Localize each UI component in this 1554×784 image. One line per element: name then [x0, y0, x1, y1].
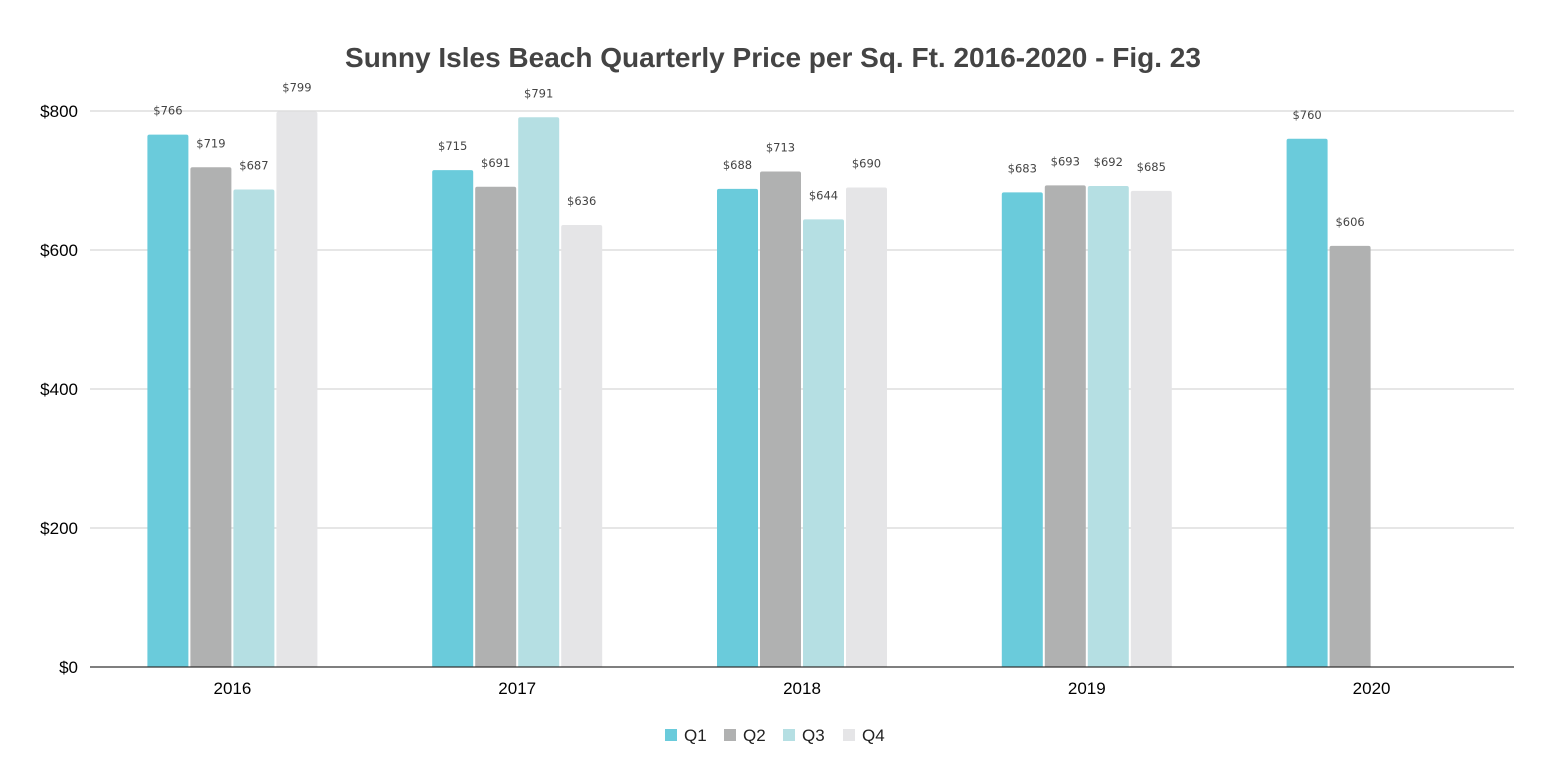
data-label: $715	[438, 139, 467, 153]
data-label: $644	[809, 188, 838, 202]
y-tick-label: $200	[40, 519, 78, 538]
data-label: $683	[1008, 161, 1037, 175]
x-tick-label: 2016	[213, 679, 251, 698]
legend-label: Q2	[743, 726, 766, 745]
y-tick-label: $600	[40, 241, 78, 260]
legend-swatch	[724, 729, 736, 741]
legend-swatch	[665, 729, 677, 741]
legend-label: Q1	[684, 726, 707, 745]
data-label: $688	[723, 158, 752, 172]
data-label: $693	[1051, 154, 1080, 168]
bar-q3-2018	[803, 219, 844, 668]
y-tick-label: $0	[59, 658, 78, 677]
bar-q4-2017	[561, 224, 603, 668]
legend-item-q4[interactable]: Q4	[843, 726, 885, 745]
bar-q3-2017	[518, 117, 560, 667]
bar-q1-2016	[147, 134, 189, 667]
bar-q2-2019	[1044, 185, 1086, 668]
bar-q2-2018	[760, 171, 801, 667]
legend-swatch	[783, 729, 795, 741]
chart-title: Sunny Isles Beach Quarterly Price per Sq…	[345, 42, 1201, 73]
data-label: $636	[567, 194, 596, 208]
bar-q4-2019	[1130, 190, 1172, 668]
data-label: $760	[1292, 108, 1321, 122]
bar-q1-2018	[717, 188, 758, 667]
data-label: $606	[1335, 215, 1364, 229]
bar-q1-2020	[1286, 138, 1328, 668]
y-axis: $0 $200 $400 $600 $800	[40, 102, 78, 677]
legend-item-q1[interactable]: Q1	[665, 726, 707, 745]
legend: Q1 Q2 Q3 Q4	[665, 726, 885, 745]
data-label: $687	[239, 159, 268, 173]
legend-item-q3[interactable]: Q3	[783, 726, 825, 745]
data-label: $690	[852, 156, 881, 170]
bar-q1-2017	[432, 170, 474, 667]
data-label: $713	[766, 140, 795, 154]
bar-q3-2016	[233, 189, 275, 667]
bar-q4-2018	[846, 187, 887, 667]
data-labels: $766 $719 $687 $799 $715 $691 $791 $636 $688 $713…	[153, 81, 1364, 229]
y-tick-label: $800	[40, 102, 78, 121]
legend-item-q2[interactable]: Q2	[724, 726, 766, 745]
data-label: $799	[282, 81, 311, 95]
data-label: $691	[481, 156, 510, 170]
data-label: $692	[1094, 155, 1123, 169]
legend-swatch	[843, 729, 855, 741]
data-label: $791	[524, 86, 553, 100]
bar-q3-2019	[1087, 186, 1129, 667]
data-label: $719	[196, 136, 225, 150]
bar-q4-2016	[276, 111, 318, 667]
x-tick-label: 2017	[498, 679, 536, 698]
bars	[147, 111, 1371, 668]
legend-label: Q3	[802, 726, 825, 745]
bar-q2-2017	[475, 186, 517, 667]
x-tick-label: 2018	[783, 679, 821, 698]
x-axis: 2016 2017 2018 2019 2020	[213, 679, 1390, 698]
bar-q2-2016	[190, 167, 232, 668]
y-tick-label: $400	[40, 380, 78, 399]
x-tick-label: 2019	[1068, 679, 1106, 698]
gridlines	[90, 110, 1514, 529]
x-tick-label: 2020	[1353, 679, 1391, 698]
bar-q2-2020	[1329, 245, 1371, 667]
legend-label: Q4	[862, 726, 885, 745]
data-label: $685	[1137, 160, 1166, 174]
data-label: $766	[153, 104, 182, 118]
bar-q1-2019	[1001, 192, 1043, 667]
